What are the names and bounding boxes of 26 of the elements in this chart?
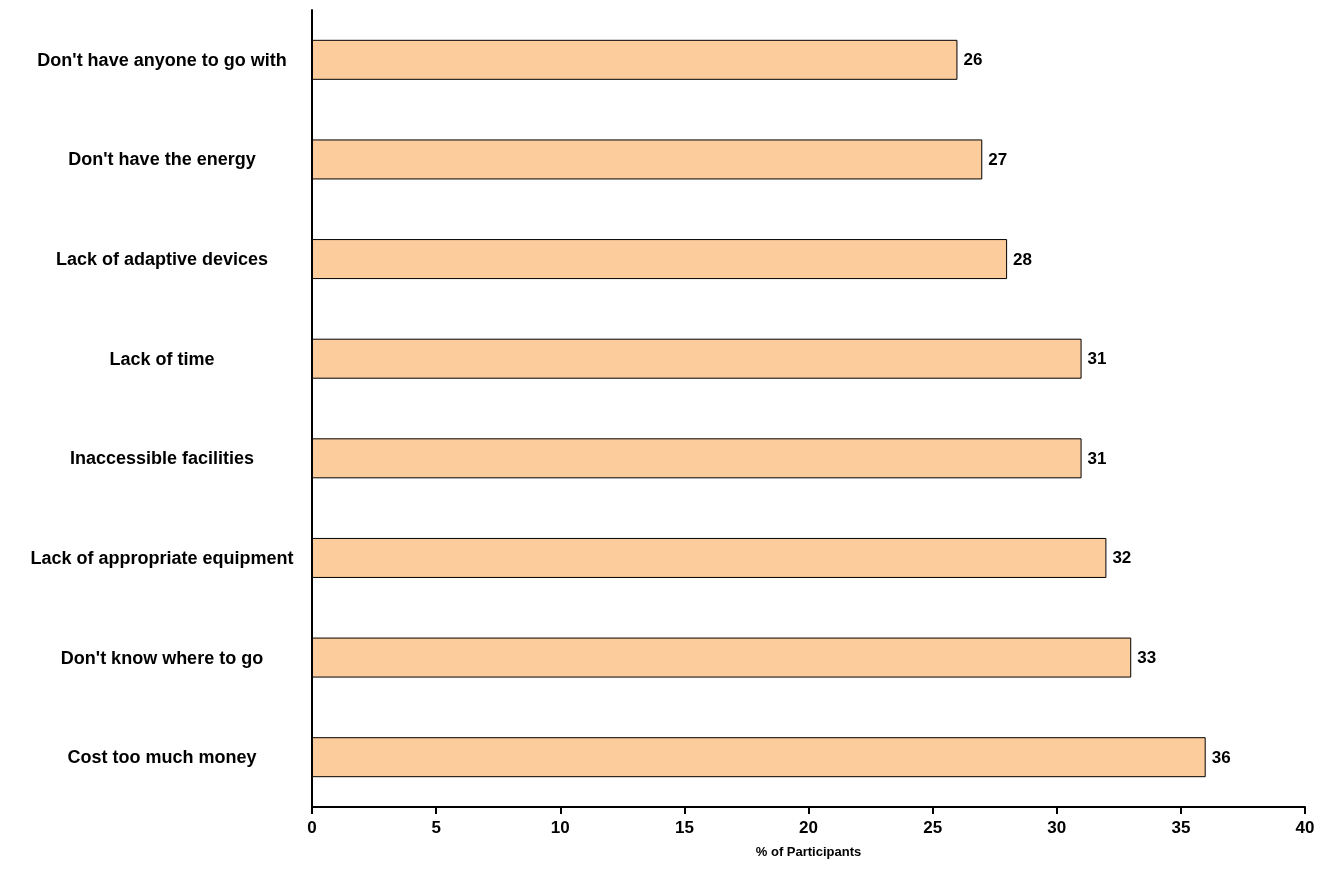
x-tick-label: 25 bbox=[923, 818, 943, 837]
data-label: 36 bbox=[1211, 747, 1231, 767]
x-tick-label: 30 bbox=[1047, 818, 1067, 837]
y-tick-label: Lack of time bbox=[109, 348, 215, 369]
y-tick-label: Don't have anyone to go with bbox=[37, 49, 287, 70]
y-tick-label: Don't have the energy bbox=[68, 149, 256, 170]
x-tick-label: 40 bbox=[1295, 818, 1315, 837]
x-tick-label: 10 bbox=[550, 818, 570, 837]
x-tick-label: 5 bbox=[431, 818, 441, 837]
data-label: 31 bbox=[1087, 448, 1107, 468]
data-label: 31 bbox=[1087, 349, 1107, 369]
y-tick-label: Lack of adaptive devices bbox=[55, 249, 269, 270]
y-tick-label: Cost too much money bbox=[67, 747, 257, 768]
x-tick-label: 0 bbox=[307, 818, 317, 837]
data-label: 28 bbox=[1013, 249, 1033, 269]
y-tick-label: Lack of appropriate equipment bbox=[30, 547, 294, 568]
data-label: 33 bbox=[1137, 648, 1157, 668]
y-tick-label: Inaccessible facilities bbox=[69, 448, 255, 469]
x-axis-title: % of Participants bbox=[755, 844, 862, 859]
data-label: 27 bbox=[988, 149, 1008, 169]
data-label: 32 bbox=[1112, 548, 1132, 568]
x-tick-label: 35 bbox=[1171, 818, 1191, 837]
x-tick-label: 15 bbox=[674, 818, 694, 837]
data-label: 26 bbox=[963, 50, 983, 70]
y-tick-label: Don't know where to go bbox=[60, 647, 264, 668]
x-tick-label: 20 bbox=[799, 818, 818, 837]
